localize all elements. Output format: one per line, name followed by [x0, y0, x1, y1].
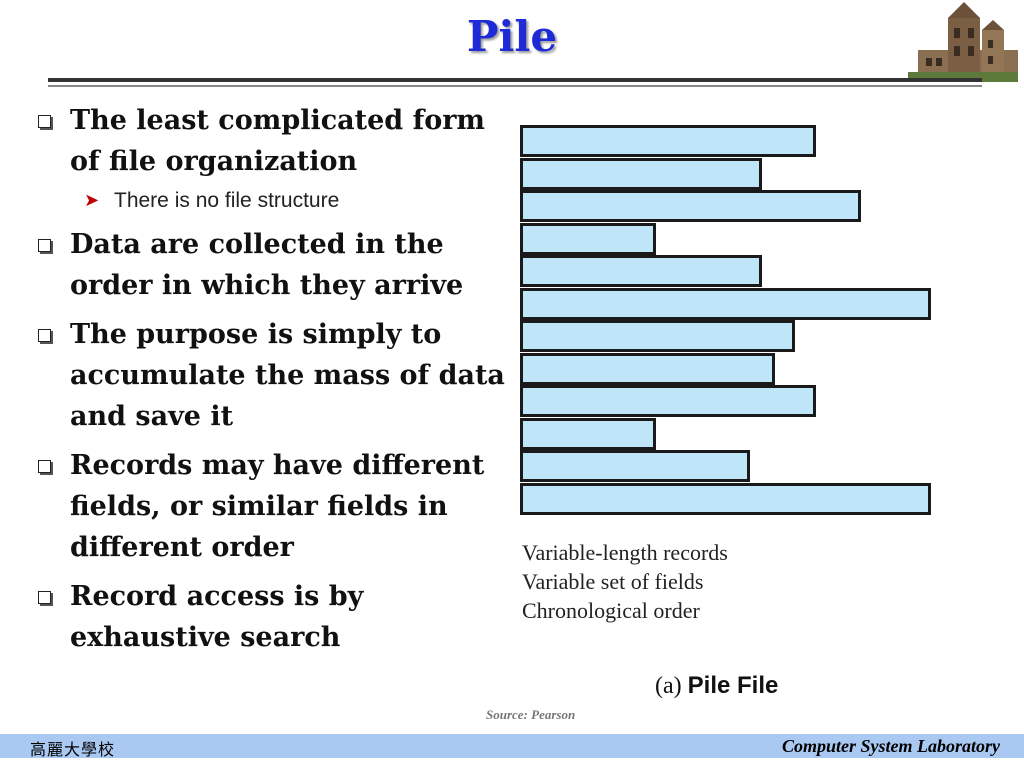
arrow-bullet-icon: ➤ [84, 190, 100, 211]
bullet-item: Records may have different fields, or si… [30, 445, 520, 568]
pile-record [520, 125, 816, 157]
pile-record [520, 287, 931, 320]
slide-title: Pile [466, 12, 558, 61]
pile-record [520, 417, 656, 450]
pile-record [520, 190, 861, 222]
pile-record [520, 255, 762, 287]
bullet-text: Records may have different fields, or si… [70, 450, 485, 563]
bullet-text: Data are collected in the order in which… [70, 229, 464, 301]
checkbox-bullet-icon [38, 460, 51, 473]
bullet-text: The purpose is simply to accumulate the … [70, 319, 505, 432]
pile-record [520, 222, 656, 255]
bullet-item: The least complicated form of file organ… [30, 100, 520, 182]
bullet-list: The least complicated form of file organ… [30, 100, 520, 666]
caption-prefix: (a) [655, 673, 682, 699]
title-underline-thin [48, 85, 982, 87]
figure-caption: (a) Pile File [655, 672, 778, 700]
bullet-text: Record access is by exhaustive search [70, 581, 364, 653]
checkbox-bullet-icon [38, 591, 51, 604]
caption-title: Pile File [687, 672, 779, 699]
footer-band: 高麗大學校 Computer System Laboratory [0, 734, 1024, 759]
bullet-text: The least complicated form of file organ… [70, 105, 485, 177]
property-variable-fields: Variable set of fields [522, 569, 704, 594]
lab-name: Computer System Laboratory [781, 736, 1000, 756]
university-name: 高麗大學校 [30, 740, 116, 759]
pile-record [520, 385, 816, 417]
bullet-item: Data are collected in the order in which… [30, 224, 520, 306]
checkbox-bullet-icon [38, 115, 51, 128]
pile-record [520, 482, 931, 515]
pile-record [520, 157, 762, 190]
bullet-item: Record access is by exhaustive search [30, 576, 520, 658]
source-note: Source: Pearson [486, 707, 576, 722]
pile-record [520, 352, 775, 385]
sub-bullet-item: ➤ There is no file structure [30, 188, 520, 214]
property-chronological: Chronological order [522, 598, 700, 623]
pile-properties: Variable-length records Variable set of … [522, 538, 728, 625]
bullet-item: The purpose is simply to accumulate the … [30, 314, 520, 437]
checkbox-bullet-icon [38, 239, 51, 252]
sub-bullet-text: There is no file structure [114, 189, 340, 212]
pile-file-diagram [520, 125, 940, 525]
pile-record [520, 450, 750, 482]
checkbox-bullet-icon [38, 329, 51, 342]
property-variable-length: Variable-length records [522, 540, 728, 565]
title-underline [48, 78, 982, 82]
university-building-logo [908, 2, 1018, 82]
pile-record [520, 320, 795, 352]
